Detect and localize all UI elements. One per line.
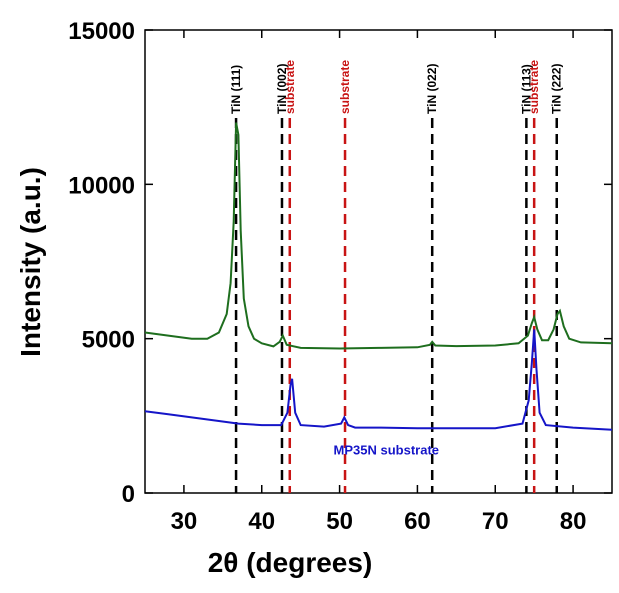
x-tick-label: 80 <box>560 508 587 535</box>
series-line <box>144 329 613 431</box>
y-tick-label: 15000 <box>68 18 135 45</box>
y-tick-label: 0 <box>122 481 135 508</box>
plot-frame <box>144 29 613 494</box>
reference-label: TiN (002) <box>275 64 289 114</box>
reference-label: substrate <box>527 60 541 114</box>
annotation: MP35N substrate <box>334 442 439 457</box>
y-tick-label: 5000 <box>82 327 135 354</box>
x-axis-title: 2θ (degrees) <box>208 547 373 578</box>
y-tick-label: 10000 <box>68 172 135 199</box>
reference-label: TiN (111) <box>229 65 243 114</box>
reference-label: substrate <box>283 60 297 114</box>
reference-label: TiN (222) <box>550 64 564 114</box>
reference-label: TiN (113) <box>519 64 533 114</box>
reference-label: substrate <box>338 60 352 114</box>
x-tick-label: 40 <box>248 508 275 535</box>
y-axis-title: Intensity (a.u.) <box>15 167 46 357</box>
x-tick-label: 30 <box>171 508 198 535</box>
series-line <box>144 122 613 350</box>
x-tick-label: 50 <box>326 508 353 535</box>
x-tick-label: 70 <box>482 508 509 535</box>
reference-label: TiN (022) <box>425 64 439 114</box>
x-tick-label: 60 <box>404 508 431 535</box>
